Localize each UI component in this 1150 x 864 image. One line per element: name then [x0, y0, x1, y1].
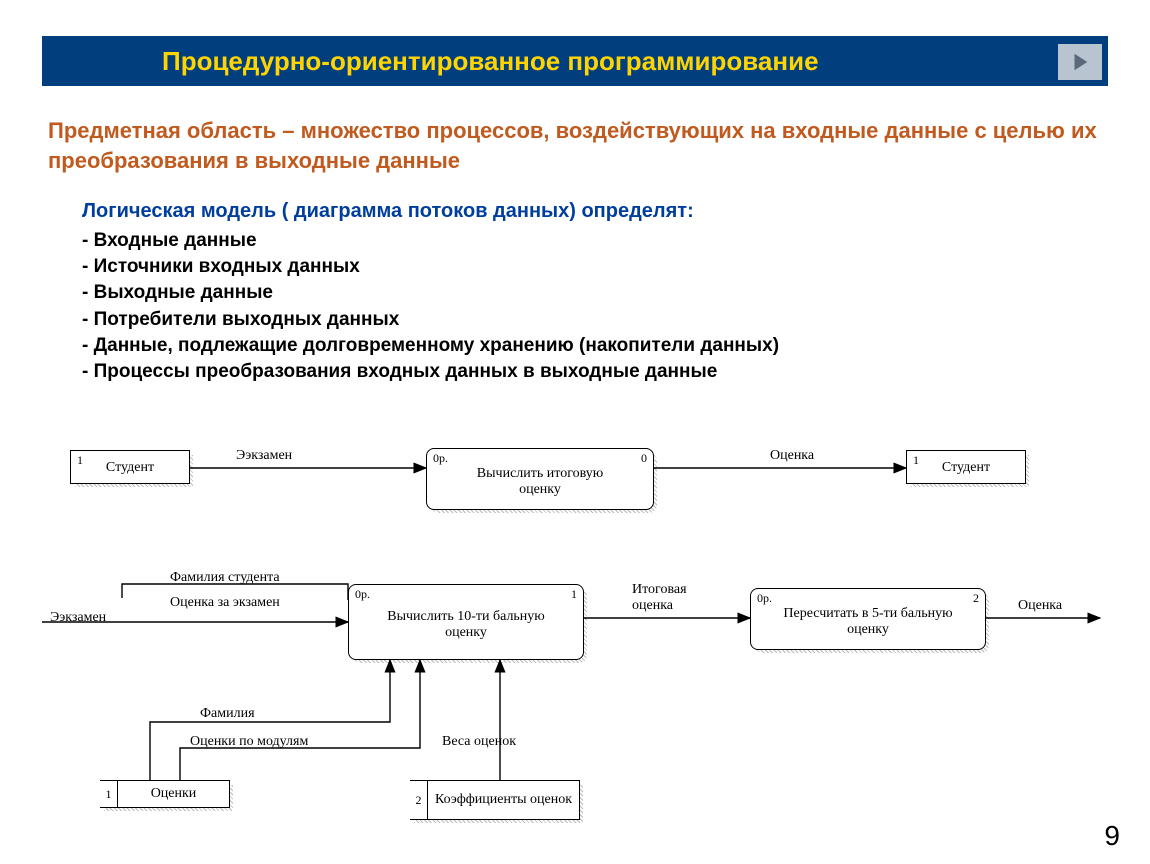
- edge-label: Фамилия: [200, 706, 255, 722]
- intro-text: Предметная область – множество процессов…: [48, 116, 1098, 175]
- edge-label: Ээкзамен: [50, 610, 106, 626]
- bullet-item: - Источники входных данных: [82, 254, 779, 280]
- edge-label: Оценка: [1018, 598, 1062, 614]
- edge-label: Итоговаяоценка: [632, 582, 687, 614]
- diagram-node: 0р.1Вычислить 10-ти бальнуюоценку: [348, 584, 584, 660]
- edge-label: Веса оценок: [442, 734, 516, 750]
- bullet-item: - Потребители выходных данных: [82, 307, 779, 333]
- diagram-node: 2Коэффициенты оценок: [410, 780, 580, 820]
- chevron-right-icon: [1069, 51, 1091, 73]
- bullet-item: - Данные, подлежащие долговременному хра…: [82, 333, 779, 359]
- subheading: Логическая модель ( диаграмма потоков да…: [82, 200, 694, 223]
- bullet-item: - Входные данные: [82, 228, 779, 254]
- bullet-list: - Входные данные - Источники входных дан…: [82, 228, 779, 385]
- edge-label: Оценка за экзамен: [170, 595, 280, 611]
- title-bar: Процедурно-ориентированное программирова…: [42, 36, 1108, 86]
- diagram-node: 1Оценки: [100, 780, 230, 808]
- page-number: 9: [1104, 820, 1120, 852]
- edge-label: Оценки по модулям: [190, 734, 308, 750]
- diagram-node: 0р.0Вычислить итоговуюоценку: [426, 448, 654, 510]
- edge-label: Ээкзамен: [236, 448, 292, 464]
- diagram-node: 0р.2Пересчитать в 5-ти бальнуюоценку: [750, 588, 986, 650]
- edge-label: Фамилия студента: [170, 570, 280, 586]
- slide-title: Процедурно-ориентированное программирова…: [162, 46, 819, 77]
- edge-label: Оценка: [770, 448, 814, 464]
- bullet-item: - Процессы преобразования входных данных…: [82, 359, 779, 385]
- diagram-node: 1Студент: [70, 450, 190, 484]
- bullet-item: - Выходные данные: [82, 280, 779, 306]
- next-slide-button[interactable]: [1058, 44, 1102, 80]
- diagram-node: 1Студент: [906, 450, 1026, 484]
